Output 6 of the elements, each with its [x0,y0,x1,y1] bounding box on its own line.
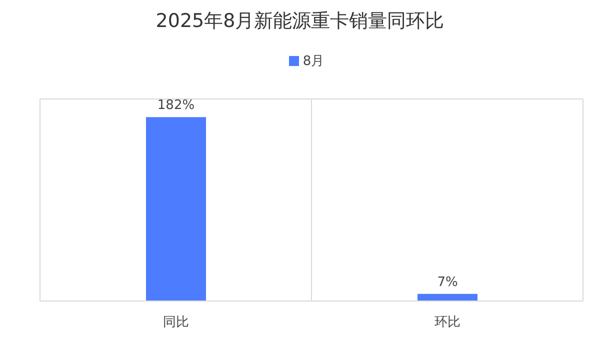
data-label: 182% [157,98,195,114]
chart-title: 2025年8月新能源重卡销量同环比 [154,9,446,34]
x-tick-label: 同比 [162,315,189,330]
x-tick-label: 环比 [434,315,460,330]
legend-label: 8月 [302,54,324,69]
data-label: 7% [437,274,458,290]
